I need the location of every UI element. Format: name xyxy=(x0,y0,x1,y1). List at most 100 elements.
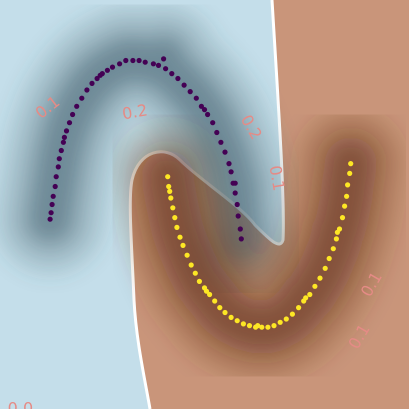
point-class0 xyxy=(61,134,67,140)
point-class1 xyxy=(180,242,186,248)
point-class1 xyxy=(339,215,346,221)
point-class0 xyxy=(123,57,129,64)
point-class0 xyxy=(218,139,224,145)
class1-points xyxy=(165,161,354,330)
point-class0 xyxy=(94,75,100,82)
point-class0 xyxy=(214,129,220,136)
point-class0 xyxy=(205,111,211,118)
point-class0 xyxy=(70,111,76,118)
point-class0 xyxy=(198,103,204,109)
point-class0 xyxy=(234,201,240,208)
point-class1 xyxy=(212,298,218,304)
point-class0 xyxy=(52,183,58,190)
point-class1 xyxy=(347,170,353,176)
point-class1 xyxy=(196,278,202,284)
point-class0 xyxy=(161,56,167,62)
class0-points xyxy=(47,56,244,242)
point-class1 xyxy=(228,314,234,320)
point-class0 xyxy=(150,61,156,67)
point-class0 xyxy=(60,139,66,145)
point-class1 xyxy=(234,318,240,324)
point-class0 xyxy=(232,180,238,186)
point-class0 xyxy=(169,71,175,77)
point-class0 xyxy=(53,174,59,180)
point-class0 xyxy=(47,216,53,222)
point-class1 xyxy=(166,183,172,190)
point-class1 xyxy=(177,234,183,240)
point-class1 xyxy=(170,205,176,211)
point-class1 xyxy=(348,161,354,167)
point-class0 xyxy=(155,62,162,68)
point-class1 xyxy=(192,270,198,276)
point-class1 xyxy=(174,224,180,230)
point-class0 xyxy=(49,201,55,208)
point-class1 xyxy=(330,246,336,252)
point-class0 xyxy=(163,66,169,72)
point-class1 xyxy=(317,275,323,281)
point-class1 xyxy=(167,188,173,194)
point-class0 xyxy=(228,169,234,175)
point-class0 xyxy=(187,89,193,95)
contour-label: 0.1 xyxy=(266,164,289,192)
point-class1 xyxy=(283,316,289,322)
point-class0 xyxy=(55,164,61,170)
point-class1 xyxy=(203,288,210,294)
point-class0 xyxy=(63,128,70,134)
point-class1 xyxy=(312,283,318,289)
point-class1 xyxy=(334,229,340,235)
point-class1 xyxy=(184,252,190,258)
point-class1 xyxy=(246,323,253,329)
point-class1 xyxy=(326,255,332,262)
point-class0 xyxy=(74,103,80,109)
point-class1 xyxy=(217,305,223,311)
point-class0 xyxy=(222,149,228,155)
point-class0 xyxy=(117,61,123,67)
point-class1 xyxy=(271,323,277,329)
point-class1 xyxy=(344,193,350,199)
point-class0 xyxy=(130,57,136,64)
point-class0 xyxy=(181,82,187,88)
point-class0 xyxy=(201,107,208,113)
point-class1 xyxy=(345,182,351,188)
point-class0 xyxy=(136,57,142,64)
point-class0 xyxy=(58,147,64,154)
point-class1 xyxy=(259,324,265,330)
point-class0 xyxy=(237,226,243,232)
point-class1 xyxy=(296,305,302,311)
point-class0 xyxy=(210,120,216,126)
point-class0 xyxy=(232,190,238,196)
point-class0 xyxy=(89,80,95,86)
point-class1 xyxy=(333,236,339,242)
point-class1 xyxy=(303,295,309,301)
point-class0 xyxy=(142,59,148,65)
point-class0 xyxy=(193,95,199,101)
point-class0 xyxy=(226,161,232,167)
point-class1 xyxy=(165,174,171,180)
point-class0 xyxy=(104,67,110,73)
point-class0 xyxy=(235,213,241,219)
point-class1 xyxy=(240,321,246,327)
point-class1 xyxy=(222,309,228,316)
point-class1 xyxy=(322,265,328,271)
point-class1 xyxy=(277,319,283,325)
point-class1 xyxy=(342,203,348,209)
point-class0 xyxy=(97,72,103,78)
point-class1 xyxy=(265,324,271,330)
point-class0 xyxy=(109,64,116,70)
point-class1 xyxy=(172,215,178,221)
point-class1 xyxy=(207,291,213,298)
point-class1 xyxy=(307,291,313,298)
point-class0 xyxy=(56,156,62,162)
point-class0 xyxy=(66,120,73,126)
point-class0 xyxy=(84,87,90,93)
point-class0 xyxy=(238,236,244,242)
point-class0 xyxy=(50,193,56,199)
point-class0 xyxy=(79,95,85,101)
point-class1 xyxy=(289,311,295,317)
contour-label: 0.2 xyxy=(121,100,149,123)
point-class1 xyxy=(168,195,174,201)
contour-label: 0.0 xyxy=(8,399,33,409)
point-class0 xyxy=(175,75,181,82)
point-class1 xyxy=(255,323,261,329)
